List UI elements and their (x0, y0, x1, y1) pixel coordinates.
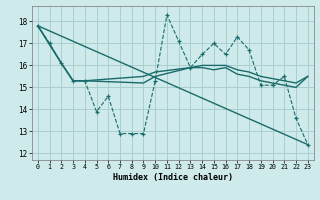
X-axis label: Humidex (Indice chaleur): Humidex (Indice chaleur) (113, 173, 233, 182)
